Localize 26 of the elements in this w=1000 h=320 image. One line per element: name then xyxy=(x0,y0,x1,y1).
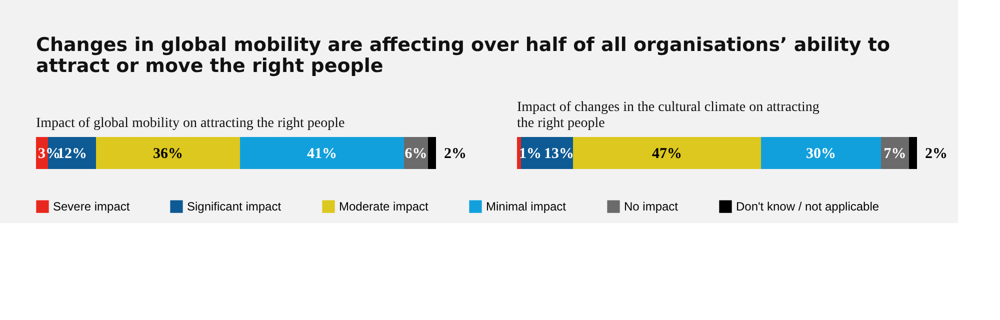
legend-label: Don't know / not applicable xyxy=(736,200,880,214)
legend-label: No impact xyxy=(624,200,679,214)
data-label: 47% xyxy=(652,146,682,162)
legend-label: Significant impact xyxy=(187,200,282,214)
bar xyxy=(761,137,881,169)
legend-label: Severe impact xyxy=(53,200,130,214)
data-label: 2% xyxy=(444,146,466,162)
data-label: 7% xyxy=(884,146,906,162)
chart-subtitle: Impact of changes in the cultural climate on attracting the right people xyxy=(517,100,820,131)
data-label: 2% xyxy=(925,146,948,162)
legend-label: Minimal impact xyxy=(486,200,567,214)
data-label: 36% xyxy=(153,146,183,162)
chart-subtitle: Impact of global mobility on attracting the right people xyxy=(36,116,345,131)
data-label: 6% xyxy=(404,146,428,162)
bar xyxy=(96,137,240,169)
chart-title: Changes in global mobility are affecting over half of all organisations’ ability to attract or move the right people xyxy=(36,34,890,77)
data-label: 13% xyxy=(544,146,574,162)
bar xyxy=(573,137,761,169)
data-label: 30% xyxy=(806,146,836,162)
data-label: 12% xyxy=(57,146,87,162)
bar xyxy=(517,137,521,169)
data-label: 41% xyxy=(307,146,337,162)
bar xyxy=(240,137,404,169)
legend-label: Moderate impact xyxy=(339,200,430,214)
bar xyxy=(428,137,436,169)
bar xyxy=(909,137,917,169)
